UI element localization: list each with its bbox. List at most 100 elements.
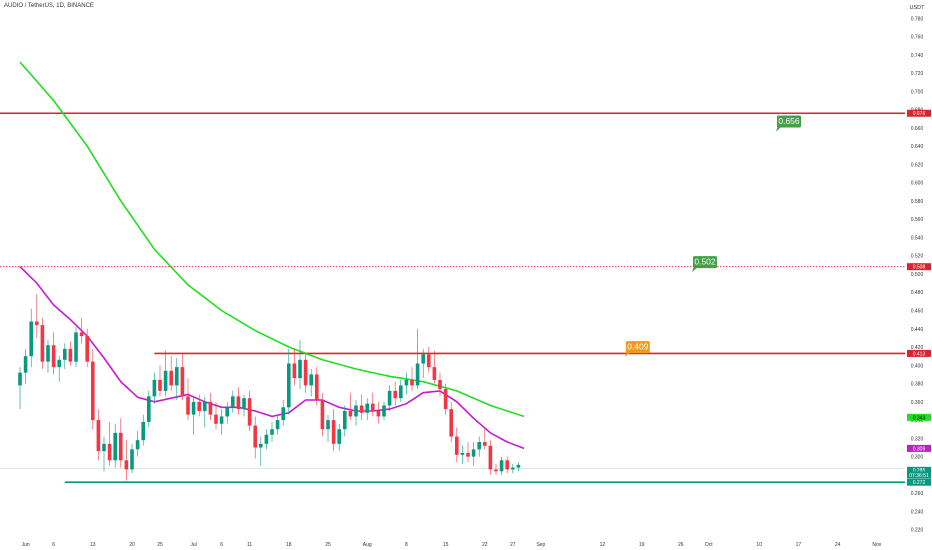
y-tick-label: 0.480 [911, 290, 924, 296]
candle-26 [163, 350, 168, 397]
candle-body [432, 367, 437, 380]
level-label-1: 0.508 [913, 265, 926, 271]
candle-2 [29, 308, 33, 368]
candle-body [203, 401, 207, 411]
candle-body [287, 363, 291, 408]
candle-body [169, 370, 173, 386]
candle-body [292, 363, 297, 379]
annotation-0: 0.656 [776, 115, 801, 132]
candle-82 [477, 436, 481, 457]
candle-body [253, 425, 257, 448]
candle-body [427, 354, 431, 368]
y-tick-label: 0.400 [911, 363, 924, 369]
horizontal-levels [0, 112, 905, 484]
candle-body [85, 336, 89, 362]
annotation-box [777, 115, 801, 128]
candle-body [23, 356, 28, 373]
y-tick-label: 0.660 [911, 126, 924, 132]
candle-body [354, 405, 358, 417]
candle-body [438, 379, 442, 390]
candle-body [331, 420, 336, 444]
candle-65 [382, 401, 386, 421]
candle-body [365, 403, 369, 413]
candle-18 [119, 418, 123, 468]
candle-54 [320, 392, 325, 437]
candle-body [180, 367, 185, 397]
candle-body [91, 361, 95, 421]
candle-body [147, 396, 151, 422]
price-label-box-1 [907, 444, 931, 452]
x-tick-label: 25 [325, 542, 331, 548]
y-tick-label: 0.760 [911, 35, 924, 41]
price-axis[interactable]: USDT 0.2200.2400.2600.2800.3000.3200.340… [907, 5, 931, 534]
x-tick-label: 26 [678, 542, 684, 548]
candle-23 [147, 390, 151, 428]
candle-64 [376, 401, 381, 424]
candle-body [231, 396, 235, 408]
annotation-box [693, 256, 717, 269]
currency-label: USDT [910, 5, 926, 11]
candle-71 [415, 328, 420, 390]
candle-body [119, 432, 123, 461]
candle-39 [236, 387, 241, 415]
time-axis[interactable]: Jun 6 13 20 25 Jul 6 11 18 25 Aug 8 15 22 27 Sep 12 19 26 O… [22, 542, 882, 548]
candle-45 [270, 421, 274, 443]
y-tick-label: 0.260 [911, 491, 924, 497]
candle-81 [471, 442, 476, 466]
x-tick-label: 24 [835, 542, 841, 548]
candle-72 [421, 348, 425, 379]
candle-73 [427, 347, 431, 373]
candle-76 [443, 383, 448, 415]
candle-body [63, 348, 67, 360]
candle-77 [449, 401, 453, 443]
candle-57 [337, 423, 341, 452]
candle-body [410, 379, 414, 386]
candle-25 [158, 365, 162, 397]
candle-53 [315, 367, 319, 406]
candle-body [51, 345, 56, 368]
candle-5 [46, 339, 50, 373]
candle-body [175, 367, 179, 386]
y-tick-label: 0.780 [911, 16, 924, 22]
x-tick-label: 6 [52, 542, 55, 548]
level-label-box-3 [907, 478, 931, 486]
candle-46 [275, 414, 280, 435]
candle-43 [259, 436, 263, 466]
candle-body [488, 445, 493, 470]
candle-21 [135, 431, 140, 457]
candle-78 [455, 427, 459, 463]
candle-69 [404, 372, 409, 395]
y-tick-label: 0.580 [911, 199, 924, 205]
y-tick-label: 0.740 [911, 53, 924, 59]
candle-37 [225, 401, 229, 424]
candle-body [471, 449, 476, 457]
candle-6 [51, 332, 56, 375]
candle-62 [365, 398, 369, 421]
candle-84 [488, 440, 493, 475]
x-tick-label: 13 [90, 542, 96, 548]
candle-42 [253, 416, 257, 459]
candle-body [483, 442, 487, 446]
candle-28 [175, 358, 179, 401]
candle-1 [23, 348, 28, 384]
candle-9 [68, 341, 73, 366]
x-tick-label: 15 [443, 542, 449, 548]
y-tick-label: 0.500 [911, 272, 924, 278]
y-tick-label: 0.620 [911, 162, 924, 168]
price-label-box-2 [907, 466, 931, 474]
candle-36 [219, 409, 224, 435]
x-tick-label: Oct [705, 542, 713, 548]
candle-body [68, 348, 73, 362]
candle-body [225, 407, 229, 417]
candle-body [40, 325, 45, 362]
x-tick-label: 10 [756, 542, 762, 548]
y-tick-label: 0.460 [911, 309, 924, 315]
candle-87 [505, 456, 509, 474]
candle-13 [91, 348, 95, 430]
candle-body [337, 429, 341, 444]
annotation-2: 0.409 [624, 341, 650, 358]
candle-body [343, 410, 347, 430]
candle-10 [74, 326, 78, 368]
